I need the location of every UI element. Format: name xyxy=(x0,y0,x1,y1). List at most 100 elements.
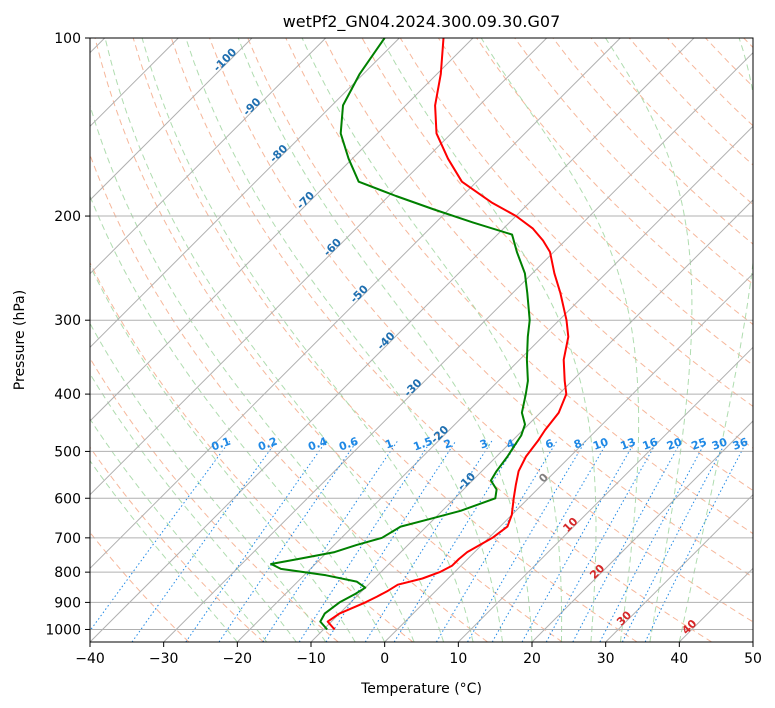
mixing-ratio-line xyxy=(545,440,658,642)
moist-adiabat xyxy=(90,418,268,642)
moist-adiabat xyxy=(380,38,597,642)
dry-adiabat xyxy=(209,38,753,623)
pressure-gridlines xyxy=(90,38,753,630)
mixing-ratio-line xyxy=(393,440,519,642)
x-tick-label: −10 xyxy=(296,651,326,667)
x-tick-label: −30 xyxy=(149,651,179,667)
mixing-ratio-label: 6 xyxy=(544,437,556,452)
mixing-ratio-line xyxy=(364,440,493,642)
x-tick-label: 10 xyxy=(449,651,467,667)
x-tick-label: −40 xyxy=(75,651,105,667)
moist-adiabat xyxy=(90,103,415,642)
isotherm xyxy=(605,493,753,642)
moist-adiabat xyxy=(90,264,356,642)
mixing-ratio-label: 1 xyxy=(383,437,395,452)
plot-frame xyxy=(89,37,754,643)
mixing-ratio-label: 0.1 xyxy=(210,435,233,454)
dry-adiabat xyxy=(514,38,753,285)
mixing-ratio-label: 4 xyxy=(505,437,517,452)
mixing-ratio-line xyxy=(644,440,748,642)
mixing-ratio-line xyxy=(185,440,327,642)
moist-adiabat xyxy=(185,38,503,642)
isotherm xyxy=(90,38,621,570)
y-tick-label: 800 xyxy=(54,565,81,581)
mixing-ratio-line xyxy=(90,440,231,632)
isotherm xyxy=(531,420,753,642)
y-tick-label: 200 xyxy=(54,209,81,225)
mixing-ratio-label: 2 xyxy=(442,437,454,452)
moist-adiabat xyxy=(90,459,238,642)
moist-adiabat xyxy=(237,38,533,642)
mixing-ratio-label: 10 xyxy=(591,435,610,453)
x-tick-label: −20 xyxy=(223,651,253,667)
dry-adiabat xyxy=(90,357,339,642)
dry-adiabat xyxy=(132,38,638,642)
y-tick-label: 400 xyxy=(54,387,81,403)
mixing-ratio-label: 36 xyxy=(731,435,750,453)
x-tick-label: 40 xyxy=(670,651,688,667)
mixing-ratio-label: 0.6 xyxy=(337,435,360,454)
dry-adiabat xyxy=(90,446,264,642)
x-axis-title: Temperature (°C) xyxy=(360,681,482,697)
y-tick-label: 700 xyxy=(54,531,81,547)
moist-adiabat xyxy=(301,38,563,642)
mixing-ratio-label: 8 xyxy=(572,437,584,452)
x-tick-label: 50 xyxy=(744,651,762,667)
mixing-ratio-line xyxy=(521,440,636,642)
dry-adiabat xyxy=(94,38,563,642)
mixing-ratio-label: 0.2 xyxy=(256,435,279,454)
y-tick-label: 600 xyxy=(54,491,81,507)
temperature-profile xyxy=(326,38,570,631)
moist-adiabat xyxy=(141,38,474,642)
mixing-ratio-label: 0.4 xyxy=(306,435,329,454)
isotherm xyxy=(90,38,695,642)
dry-adiabat xyxy=(285,38,753,535)
mixing-ratio-line xyxy=(262,440,399,642)
mixing-ratio-label: 20 xyxy=(665,435,684,453)
dry-adiabat xyxy=(90,261,414,642)
moist-adiabat xyxy=(90,194,386,642)
mixing-ratio-label: 25 xyxy=(690,435,709,452)
isotherm xyxy=(90,38,400,349)
x-axis-ticks: −40 −30 −20 −10 0 10 20 30 40 50 xyxy=(75,642,762,667)
dewpoint-profile xyxy=(270,38,531,631)
mixing-ratio-line xyxy=(325,440,457,642)
y-axis-title: Pressure (hPa) xyxy=(12,290,28,390)
y-tick-label: 100 xyxy=(54,31,81,47)
mixing-ratio-line xyxy=(435,440,558,642)
y-tick-label: 1000 xyxy=(45,622,81,638)
y-tick-label: 500 xyxy=(54,444,81,460)
isotherm xyxy=(90,38,548,496)
isotherm xyxy=(90,38,474,422)
isotherm xyxy=(236,125,753,642)
moist-adiabat xyxy=(90,322,327,642)
moist-adiabat xyxy=(90,372,297,642)
dry-adiabat xyxy=(247,38,753,578)
dry-adiabat xyxy=(476,38,753,326)
x-tick-label: 0 xyxy=(380,651,389,667)
mixing-ratio-line xyxy=(491,440,609,642)
mixing-ratio-label: 13 xyxy=(619,435,638,452)
moist-adiabat xyxy=(605,38,693,642)
isotherm xyxy=(90,38,327,275)
isotherm xyxy=(457,346,753,642)
mixing-ratio-label: 3 xyxy=(478,437,490,452)
chart-title: wetPf2_GN04.2024.300.09.30.G07 xyxy=(283,12,561,32)
mixing-ratio-line xyxy=(298,440,432,642)
y-tick-label: 300 xyxy=(54,313,81,329)
profile-lines xyxy=(270,38,570,631)
mixing-ratio-label: 16 xyxy=(641,435,660,453)
isotherm xyxy=(310,199,753,642)
mixing-ratio-label: 30 xyxy=(710,435,729,453)
moist-adiabat xyxy=(104,38,445,642)
moist-adiabat xyxy=(678,38,753,642)
moist-adiabat xyxy=(480,38,640,642)
y-axis-ticks: 100 200 300 400 500 600 700 800 900 1000 xyxy=(45,31,90,638)
mixing-ratio-line xyxy=(467,440,586,642)
x-tick-label: 20 xyxy=(523,651,541,667)
dry-adiabat xyxy=(170,38,712,642)
mixing-ratio-line xyxy=(218,440,358,642)
isotherm xyxy=(163,51,753,642)
isotherm xyxy=(90,38,253,201)
